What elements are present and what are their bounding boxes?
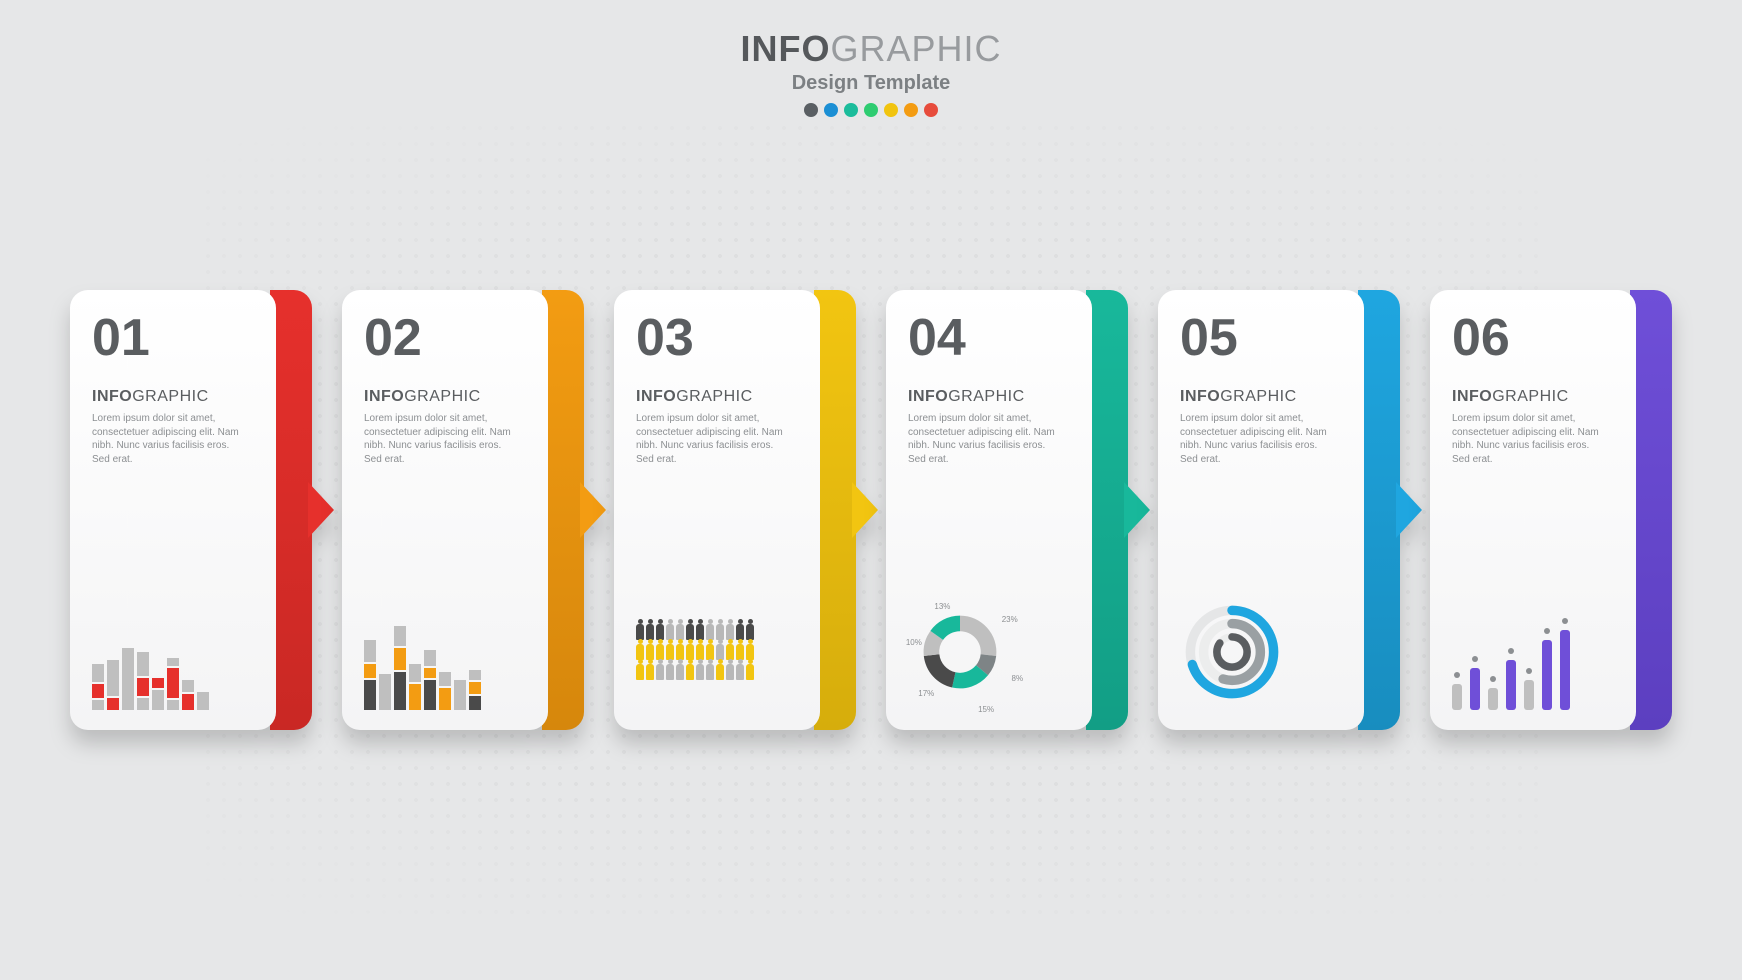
card-label-bold: INFO xyxy=(1180,388,1220,405)
card-label-bold: INFO xyxy=(364,388,404,405)
arrow-right-icon xyxy=(1396,482,1422,538)
card-accent-bar xyxy=(814,290,856,730)
card-description: Lorem ipsum dolor sit amet, consectetuer… xyxy=(92,412,242,466)
card-label: INFOGRAPHIC xyxy=(636,388,800,406)
donut-segment-label: 15% xyxy=(978,705,994,714)
card-body: 06 INFOGRAPHIC Lorem ipsum dolor sit amet,… xyxy=(1430,290,1636,730)
mini-chart xyxy=(92,600,232,710)
card-number: 03 xyxy=(636,312,800,364)
infographic-card-04: 04 INFOGRAPHIC Lorem ipsum dolor sit amet,… xyxy=(886,290,1128,730)
card-description: Lorem ipsum dolor sit amet, consectetuer… xyxy=(636,412,786,466)
card-label-bold: INFO xyxy=(636,388,676,405)
card-body: 04 INFOGRAPHIC Lorem ipsum dolor sit amet,… xyxy=(886,290,1092,730)
card-label: INFOGRAPHIC xyxy=(364,388,528,406)
bar-chart-icon xyxy=(364,600,504,710)
bar-dot-chart-icon xyxy=(1452,600,1592,710)
donut-segment-label: 8% xyxy=(1012,674,1024,683)
card-label-light: GRAPHIC xyxy=(948,388,1024,405)
card-body: 01 INFOGRAPHIC Lorem ipsum dolor sit amet,… xyxy=(70,290,276,730)
people-chart-icon xyxy=(636,624,776,680)
main-title: INFOGRAPHIC xyxy=(0,28,1742,70)
card-label: INFOGRAPHIC xyxy=(1452,388,1616,406)
mini-chart xyxy=(636,600,776,710)
card-description: Lorem ipsum dolor sit amet, consectetuer… xyxy=(1452,412,1602,466)
mini-chart: 23%8%15%17%10%13% xyxy=(908,600,1048,710)
donut-segment-label: 10% xyxy=(906,638,922,647)
card-label-light: GRAPHIC xyxy=(1220,388,1296,405)
arrow-right-icon xyxy=(308,482,334,538)
infographic-card-05: 05 INFOGRAPHIC Lorem ipsum dolor sit amet,… xyxy=(1158,290,1400,730)
mini-chart xyxy=(1452,600,1592,710)
card-accent-bar xyxy=(542,290,584,730)
card-label-light: GRAPHIC xyxy=(404,388,480,405)
donut-segment-label: 13% xyxy=(934,602,950,611)
card-label-light: GRAPHIC xyxy=(132,388,208,405)
card-number: 05 xyxy=(1180,312,1344,364)
accent-dot xyxy=(904,103,918,117)
card-body: 03 INFOGRAPHIC Lorem ipsum dolor sit amet,… xyxy=(614,290,820,730)
title-bold: INFO xyxy=(740,28,830,69)
card-label-light: GRAPHIC xyxy=(676,388,752,405)
card-label: INFOGRAPHIC xyxy=(908,388,1072,406)
header: INFOGRAPHIC Design Template xyxy=(0,28,1742,117)
card-description: Lorem ipsum dolor sit amet, consectetuer… xyxy=(1180,412,1330,466)
card-label-bold: INFO xyxy=(908,388,948,405)
card-accent-bar xyxy=(1086,290,1128,730)
mini-chart xyxy=(1180,600,1320,710)
cards-row: 01INFOGRAPHICLorem ipsum dolor sit amet,… xyxy=(70,290,1672,730)
arrow-right-icon xyxy=(580,482,606,538)
card-description: Lorem ipsum dolor sit amet, consectetuer… xyxy=(908,412,1058,466)
card-description: Lorem ipsum dolor sit amet, consectetuer… xyxy=(364,412,514,466)
card-accent-bar xyxy=(1358,290,1400,730)
accent-dot xyxy=(844,103,858,117)
donut-segment-label: 17% xyxy=(918,689,934,698)
infographic-card-01: 01 INFOGRAPHIC Lorem ipsum dolor sit amet,… xyxy=(70,290,312,730)
infographic-card-03: 03 INFOGRAPHIC Lorem ipsum dolor sit amet,… xyxy=(614,290,856,730)
bar-chart-icon xyxy=(92,600,232,710)
arrow-right-icon xyxy=(1124,482,1150,538)
card-number: 04 xyxy=(908,312,1072,364)
mini-chart xyxy=(364,600,504,710)
card-label-light: GRAPHIC xyxy=(1492,388,1568,405)
card-label: INFOGRAPHIC xyxy=(1180,388,1344,406)
accent-dot xyxy=(804,103,818,117)
accent-dot xyxy=(924,103,938,117)
card-label-bold: INFO xyxy=(1452,388,1492,405)
card-body: 05 INFOGRAPHIC Lorem ipsum dolor sit amet,… xyxy=(1158,290,1364,730)
arrow-right-icon xyxy=(852,482,878,538)
card-number: 06 xyxy=(1452,312,1616,364)
accent-dot xyxy=(824,103,838,117)
subtitle: Design Template xyxy=(0,72,1742,95)
card-label: INFOGRAPHIC xyxy=(92,388,256,406)
card-label-bold: INFO xyxy=(92,388,132,405)
card-number: 02 xyxy=(364,312,528,364)
infographic-card-02: 02 INFOGRAPHIC Lorem ipsum dolor sit amet,… xyxy=(342,290,584,730)
radial-chart-icon xyxy=(1180,600,1284,704)
header-color-dots xyxy=(0,103,1742,117)
accent-dot xyxy=(884,103,898,117)
card-body: 02 INFOGRAPHIC Lorem ipsum dolor sit amet,… xyxy=(342,290,548,730)
title-light: GRAPHIC xyxy=(830,28,1001,69)
card-accent-bar xyxy=(1630,290,1672,730)
accent-dot xyxy=(864,103,878,117)
card-accent-bar xyxy=(270,290,312,730)
infographic-card-06: 06 INFOGRAPHIC Lorem ipsum dolor sit amet,… xyxy=(1430,290,1672,730)
card-number: 01 xyxy=(92,312,256,364)
donut-segment-label: 23% xyxy=(1002,615,1018,624)
